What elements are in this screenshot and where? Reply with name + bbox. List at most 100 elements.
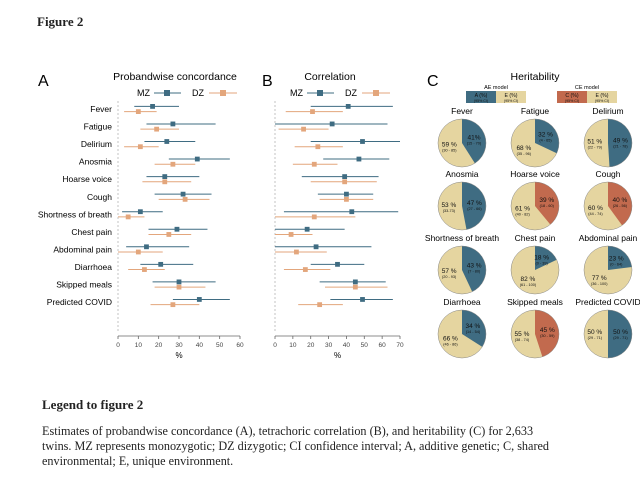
pie-share-ci: (26 - 56) xyxy=(613,204,628,208)
x-tick-label: 30 xyxy=(175,342,183,349)
dz-point xyxy=(302,267,308,272)
row-label: Anosmia xyxy=(79,157,112,167)
figure-title: Figure 2 xyxy=(37,14,84,29)
pie-outline xyxy=(583,309,633,359)
mz-point xyxy=(164,139,170,144)
pie-slice-a xyxy=(535,246,557,270)
pie-rest-label: 50 % xyxy=(587,329,602,336)
mz-point xyxy=(137,209,143,215)
dz-point xyxy=(166,232,172,237)
pie-title: Chest pain xyxy=(515,233,556,243)
x-tick-label: 40 xyxy=(343,342,351,349)
x-tick-label: 70 xyxy=(396,342,404,349)
dz-point xyxy=(288,232,294,237)
pie-slice-a xyxy=(608,119,632,167)
pie-outline xyxy=(583,245,633,295)
mz-point xyxy=(335,261,340,267)
pie-rest-ci: (46 - 86) xyxy=(443,342,458,346)
mz-point xyxy=(345,104,351,109)
x-axis-label: % xyxy=(334,351,341,360)
dz-point xyxy=(162,179,168,185)
pie-rest-label: 57 % xyxy=(442,268,457,275)
row-label: Skipped meals xyxy=(56,280,112,290)
x-axis-label: % xyxy=(175,351,182,360)
pie-share-ci: (15 - 70) xyxy=(467,142,482,146)
pie-rest-label: 61 % xyxy=(515,205,530,212)
pie-title: Hoarse voice xyxy=(510,169,560,179)
panel-letter-B: B xyxy=(262,73,273,90)
pie-rest-ci: (35 - 96) xyxy=(517,152,532,156)
pie-slice-a xyxy=(608,246,632,270)
panel-title-B: Correlation xyxy=(304,71,356,83)
pie-share-ci: (14 - 54) xyxy=(466,330,481,334)
x-tick-label: 60 xyxy=(379,342,387,349)
row-label: Hoarse voice xyxy=(62,174,112,184)
dz-point xyxy=(135,109,141,114)
pie-slice-a xyxy=(535,119,560,154)
x-tick-label: 10 xyxy=(135,342,143,349)
pie-slice-a xyxy=(462,182,486,230)
row-label: Abdominal pain xyxy=(53,244,112,254)
mz-point xyxy=(150,104,155,109)
pie-title: Predicted COVID xyxy=(575,297,640,307)
pie-title: Anosmia xyxy=(445,169,478,179)
pie-rest-ci: (29 - 71) xyxy=(588,336,603,340)
pie-title: Abdominal pain xyxy=(579,233,638,243)
figure-2: A Probandwise concordance MZ DZ 0 10 20 30 40 50 6… xyxy=(38,71,640,360)
pie-slice-c xyxy=(535,310,560,357)
mz-point xyxy=(196,297,202,302)
model-label: AE model xyxy=(484,85,508,91)
pie-share-label: 40 % xyxy=(612,197,627,204)
pie-share-label: 34 % xyxy=(466,323,481,330)
panel-letter-A: A xyxy=(38,73,49,90)
mz-point xyxy=(329,121,335,127)
dz-point xyxy=(170,302,176,308)
pie-title: Diarrhoea xyxy=(443,297,481,307)
legend-dz-label: DZ xyxy=(345,88,357,98)
mz-point xyxy=(194,156,200,162)
dz-point xyxy=(142,267,147,272)
pie-share-label: 41% xyxy=(467,135,480,142)
x-tick-label: 0 xyxy=(273,342,277,349)
model-swatch xyxy=(587,91,617,103)
dz-point xyxy=(344,196,349,202)
pie-slice-a xyxy=(462,310,486,347)
pie-slice-a xyxy=(608,310,632,358)
pie-outline xyxy=(583,181,633,231)
pie-share-ci: (0 - 39) xyxy=(536,261,549,265)
mz-point xyxy=(342,174,348,179)
row-label: Fever xyxy=(90,104,112,114)
pie-title: Skipped meals xyxy=(507,297,563,307)
dz-point xyxy=(352,284,358,290)
model-swatch xyxy=(466,91,496,103)
dz-point xyxy=(310,109,315,114)
pie-rest-label: 59 % xyxy=(442,142,457,149)
x-tick-label: 40 xyxy=(196,342,204,349)
pie-rest-label: 66 % xyxy=(443,335,458,342)
row-label: Chest pain xyxy=(71,227,112,237)
pie-rest-ci: (33-73) xyxy=(443,209,456,213)
pie-title: Fatigue xyxy=(521,106,550,116)
pie-slice-a xyxy=(462,119,486,164)
dz-point xyxy=(317,302,323,308)
mz-point xyxy=(144,244,149,250)
pie-rest-ci: (22 - 79) xyxy=(588,145,603,149)
mz-point xyxy=(170,121,176,127)
dz-point xyxy=(311,161,317,167)
dz-point xyxy=(135,249,141,255)
x-tick-label: 50 xyxy=(361,342,369,349)
pie-share-label: 18 % xyxy=(534,254,549,261)
pie-outline xyxy=(510,181,560,231)
pie-rest-ci: (20 - 93) xyxy=(442,275,457,279)
mz-point xyxy=(360,297,365,302)
dz-point xyxy=(125,214,131,220)
pie-rest-label: 77 % xyxy=(592,275,607,282)
model-label: CE model xyxy=(575,85,599,91)
dz-point xyxy=(176,284,182,290)
pie-outline xyxy=(437,181,487,231)
pie-rest-label: 51 % xyxy=(587,138,602,145)
x-tick-label: 10 xyxy=(289,342,297,349)
pie-share-ci: (29 - 71) xyxy=(613,336,628,340)
row-label: Cough xyxy=(87,192,112,202)
model-swatch-sub: (95% CI) xyxy=(595,99,609,103)
